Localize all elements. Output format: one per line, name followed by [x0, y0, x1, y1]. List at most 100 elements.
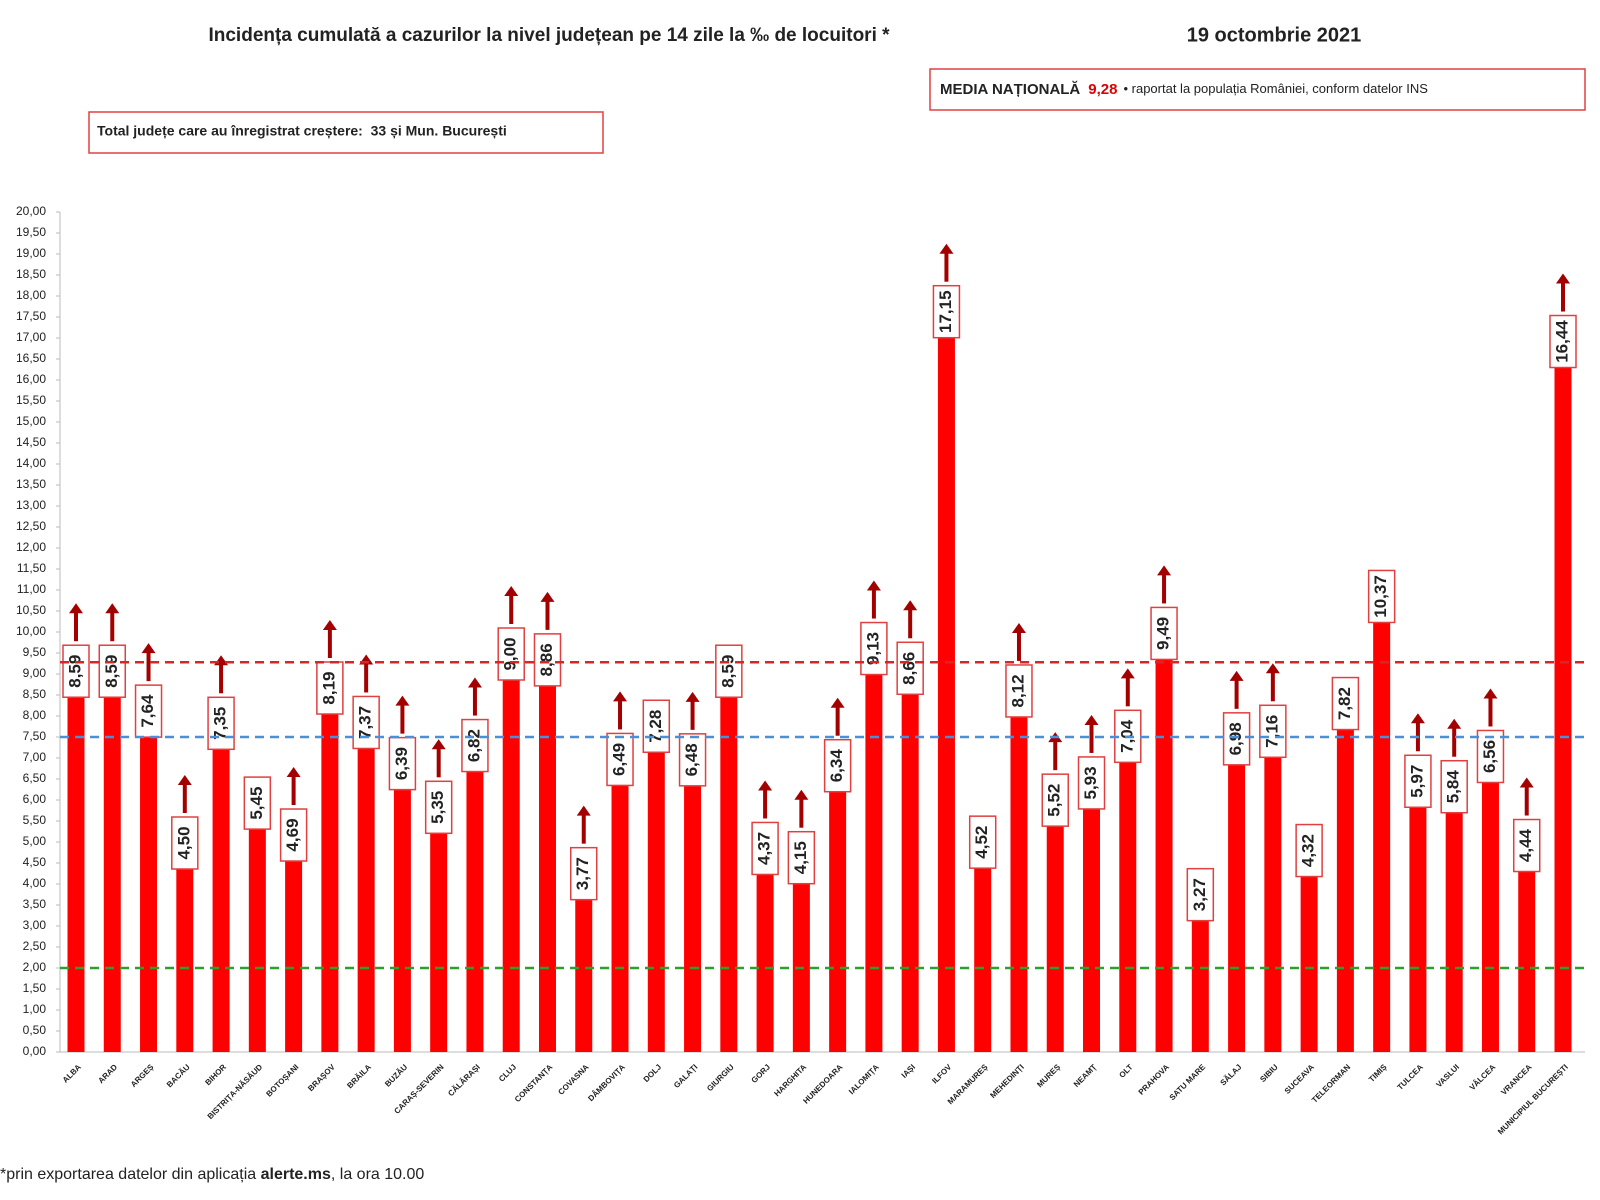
value-label: 4,44 — [1516, 828, 1535, 862]
value-label: 4,69 — [283, 818, 302, 851]
bar — [647, 746, 665, 1052]
value-label-box — [1077, 756, 1106, 810]
y-tick-label: 7,00 — [23, 750, 47, 764]
y-tick-label: 6,50 — [23, 771, 47, 785]
value-label-box — [787, 830, 816, 885]
x-tick-label: TELEORMAN — [1310, 1062, 1352, 1104]
bar — [466, 765, 484, 1052]
bar — [684, 779, 702, 1052]
value-label-box — [1512, 818, 1541, 873]
increase-arrowhead — [1157, 565, 1172, 576]
value-label: 4,50 — [174, 826, 193, 859]
bar — [321, 708, 339, 1052]
bar — [1119, 756, 1137, 1052]
increase-arrowhead — [105, 603, 120, 614]
bar — [575, 893, 593, 1052]
increase-arrowhead — [1519, 777, 1534, 788]
bar — [1010, 710, 1028, 1052]
increase-arrowhead — [794, 789, 809, 800]
value-label-box — [207, 696, 235, 751]
bar — [756, 868, 774, 1052]
x-tick-label: COVASNA — [556, 1062, 590, 1096]
y-tick-label: 5,50 — [23, 813, 47, 827]
value-label-box — [62, 644, 90, 698]
value-label: 8,59 — [65, 655, 84, 688]
bar — [140, 731, 158, 1052]
value-label-box — [606, 732, 634, 787]
value-label-box — [1440, 759, 1468, 814]
value-label: 5,84 — [1444, 770, 1463, 804]
footnote: *prin exportarea datelor din aplicația a… — [0, 1166, 424, 1183]
x-tick-label: VÂLCEA — [1468, 1062, 1498, 1092]
value-label: 4,15 — [791, 841, 810, 874]
increase-arrowhead — [322, 620, 337, 631]
x-tick-label: BIHOR — [203, 1062, 228, 1087]
value-label: 8,86 — [537, 643, 556, 676]
increase-arrowhead — [1483, 688, 1498, 699]
y-tick-label: 7,50 — [23, 729, 47, 743]
value-label: 9,13 — [863, 632, 882, 665]
y-tick-label: 13,00 — [16, 498, 46, 512]
bar — [502, 674, 520, 1052]
bar — [357, 742, 375, 1052]
bar — [176, 863, 194, 1052]
value-label: 16,44 — [1552, 320, 1571, 363]
x-tick-label: BRĂILA — [345, 1062, 373, 1090]
value-label-box — [424, 780, 453, 835]
x-tick-label: TIMIȘ — [1367, 1062, 1389, 1084]
value-label-box — [98, 644, 127, 698]
x-tick-label: ALBA — [61, 1062, 83, 1084]
value-label: 6,39 — [392, 747, 411, 780]
increase-box — [88, 111, 604, 154]
value-label-box — [1150, 606, 1178, 661]
x-tick-label: PRAHOVA — [1137, 1062, 1171, 1096]
y-tick-label: 19,00 — [16, 246, 46, 260]
x-tick-label: CONSTANȚA — [513, 1062, 555, 1104]
value-label-box — [932, 284, 961, 339]
x-tick-label: CĂLĂRAȘI — [446, 1063, 482, 1099]
increase-arrowhead — [395, 695, 410, 706]
x-tick-label: GORJ — [750, 1063, 772, 1085]
y-tick-label: 19,50 — [16, 225, 46, 239]
value-label: 6,48 — [682, 743, 701, 776]
value-label: 4,52 — [972, 826, 991, 859]
value-label-box — [134, 684, 163, 738]
y-tick-label: 20,00 — [16, 204, 46, 218]
y-tick-label: 12,50 — [16, 519, 46, 533]
bar — [1409, 801, 1427, 1052]
value-label: 5,97 — [1407, 765, 1426, 798]
y-tick-label: 0,00 — [23, 1044, 47, 1058]
y-tick-label: 14,50 — [16, 435, 46, 449]
increase-arrowhead — [1011, 622, 1026, 633]
x-tick-label: ARGEȘ — [129, 1062, 156, 1089]
average-label: MEDIA NAȚIONALĂ — [940, 81, 1080, 98]
x-tick-label: TULCEA — [1396, 1062, 1425, 1091]
y-tick-label: 10,00 — [16, 624, 46, 638]
value-label: 7,35 — [211, 707, 230, 740]
y-tick-label: 8,50 — [23, 687, 47, 701]
value-label-box — [533, 633, 562, 687]
value-label: 5,45 — [247, 787, 266, 820]
value-label-box — [352, 695, 380, 750]
value-label-box — [678, 733, 707, 787]
y-tick-label: 11,00 — [17, 582, 46, 596]
x-tick-label: CLUJ — [497, 1063, 518, 1084]
y-tick-label: 17,50 — [16, 309, 46, 323]
x-tick-label: OLT — [1117, 1062, 1134, 1079]
bar — [538, 679, 556, 1052]
footnote-part: *prin exportarea datelor din aplicația — [0, 1166, 261, 1183]
x-tick-label: BUZĂU — [383, 1062, 409, 1088]
bar — [1373, 616, 1391, 1052]
bar — [1554, 361, 1572, 1052]
value-label: 4,37 — [755, 832, 774, 865]
x-tick-label: IALOMIȚA — [847, 1062, 881, 1096]
chart-title: Incidența cumulată a cazurilor la nivel … — [208, 25, 890, 46]
value-label: 6,34 — [827, 749, 846, 783]
increase-arrowhead — [214, 655, 229, 666]
bar — [901, 688, 919, 1052]
increase-arrowhead — [830, 697, 845, 708]
bar — [1264, 751, 1282, 1052]
value-label-box — [1295, 823, 1323, 878]
y-tick-label: 16,50 — [16, 351, 46, 365]
value-label-box — [715, 644, 743, 698]
